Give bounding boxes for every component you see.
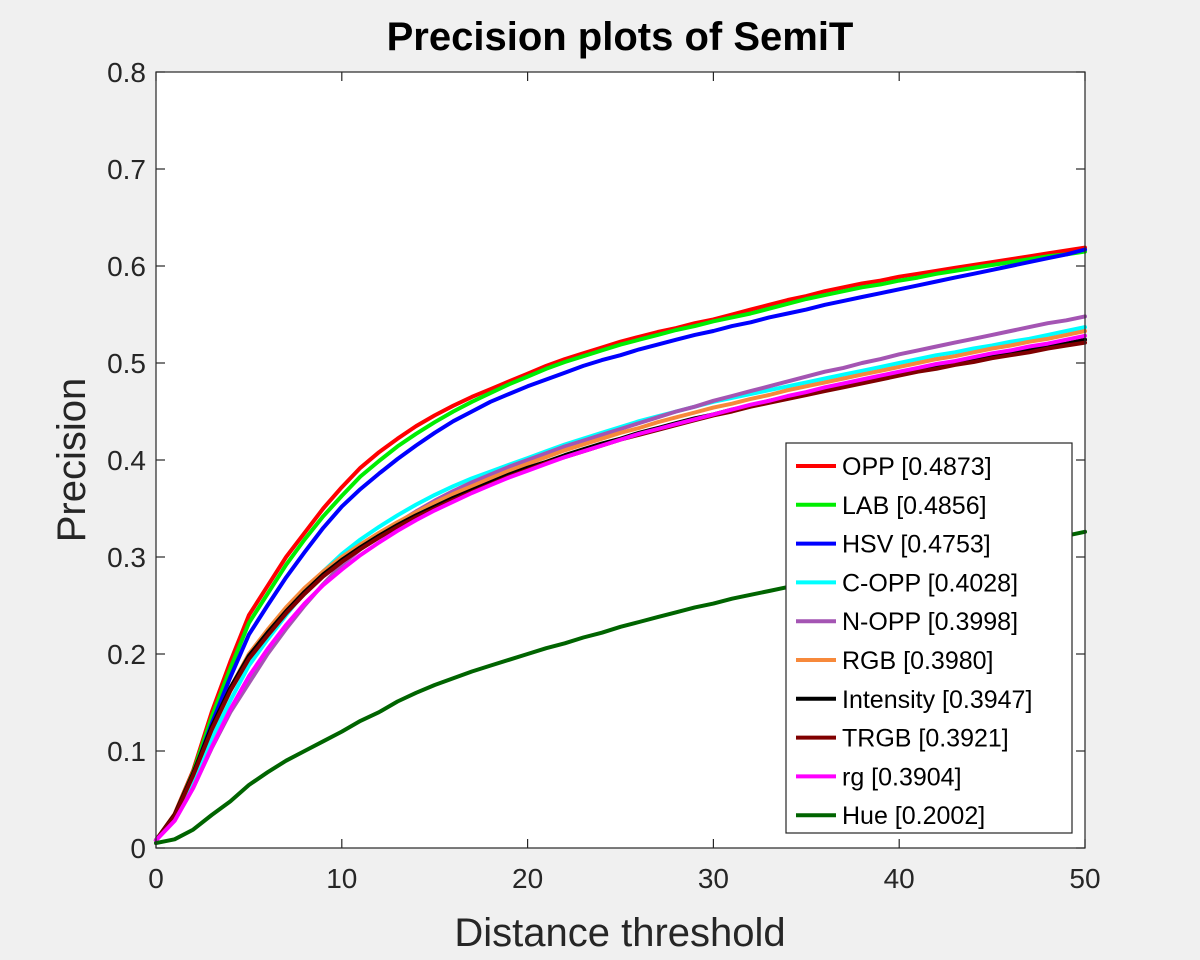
x-tick-label: 10	[326, 863, 357, 894]
y-tick-label: 0.1	[107, 736, 146, 767]
y-tick-label: 0	[130, 833, 146, 864]
x-tick-label: 50	[1069, 863, 1100, 894]
y-tick-label: 0.7	[107, 154, 146, 185]
x-tick-label: 30	[698, 863, 729, 894]
x-tick-label: 0	[148, 863, 164, 894]
y-tick-label: 0.6	[107, 251, 146, 282]
y-axis-label: Precision	[50, 378, 94, 543]
legend-label-5: RGB [0.3980]	[842, 647, 993, 675]
x-axis-label: Distance threshold	[454, 911, 785, 955]
y-tick-label: 0.5	[107, 348, 146, 379]
legend-label-6: Intensity [0.3947]	[842, 686, 1032, 714]
legend-label-7: TRGB [0.3921]	[842, 725, 1009, 753]
legend-label-9: Hue [0.2002]	[842, 802, 985, 830]
legend-label-2: HSV [0.4753]	[842, 531, 991, 559]
legend: OPP [0.4873] LAB [0.4856] HSV [0.4753] C-OP…	[785, 442, 1073, 834]
y-tick-label: 0.3	[107, 542, 146, 573]
legend-label-3: C-OPP [0.4028]	[842, 569, 1018, 597]
legend-label-8: rg [0.3904]	[842, 763, 962, 791]
x-tick-label: 20	[512, 863, 543, 894]
x-tick-label: 40	[884, 863, 915, 894]
y-tick-label: 0.4	[107, 445, 146, 476]
series-lines	[154, 245, 1087, 846]
series-line-1	[154, 249, 1087, 843]
legend-label-0: OPP [0.4873]	[842, 453, 992, 481]
legend-label-4: N-OPP [0.3998]	[842, 608, 1018, 636]
axis-ticks: 0 10 20 30 40 50 0 0.1 0.2 0.3 0.4 0.5 0.6 0.7 0.8	[107, 57, 1101, 894]
chart-title: Precision plots of SemiT	[387, 15, 854, 59]
series-line-0	[154, 245, 1087, 843]
legend-box	[785, 442, 1073, 834]
series-line-5	[154, 329, 1087, 843]
y-tick-label: 0.8	[107, 57, 146, 88]
series-line-8	[154, 333, 1087, 843]
series-line-2	[154, 247, 1087, 843]
legend-label-1: LAB [0.4856]	[842, 492, 987, 520]
y-tick-label: 0.2	[107, 639, 146, 670]
